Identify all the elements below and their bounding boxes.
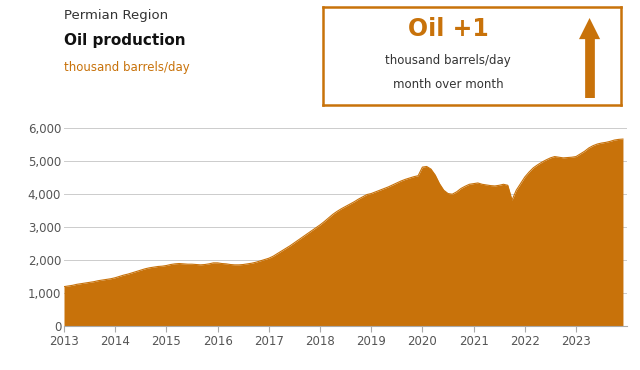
Text: Oil production: Oil production xyxy=(64,33,186,48)
Text: thousand barrels/day: thousand barrels/day xyxy=(64,61,189,74)
Text: month over month: month over month xyxy=(393,78,504,91)
Text: thousand barrels/day: thousand barrels/day xyxy=(385,54,511,67)
Text: Permian Region: Permian Region xyxy=(64,9,168,22)
Text: Oil +1: Oil +1 xyxy=(408,17,488,41)
